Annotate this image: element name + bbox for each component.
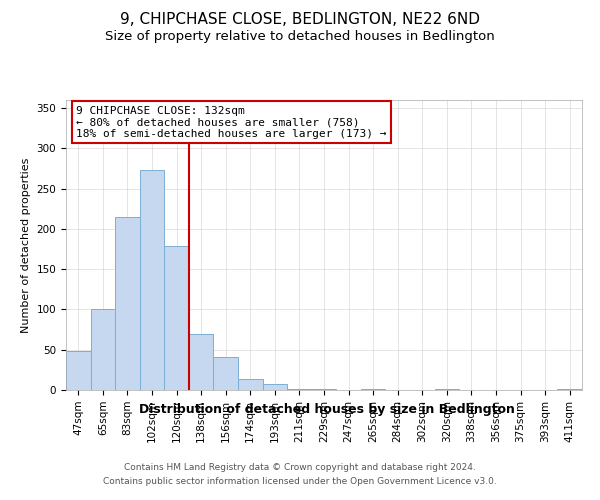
Bar bbox=[238, 378, 263, 390]
Bar bbox=[361, 389, 385, 390]
Text: 9 CHIPCHASE CLOSE: 132sqm
← 80% of detached houses are smaller (758)
18% of semi: 9 CHIPCHASE CLOSE: 132sqm ← 80% of detac… bbox=[76, 106, 387, 139]
Bar bbox=[164, 246, 189, 390]
Bar bbox=[115, 217, 140, 390]
Text: Contains HM Land Registry data © Crown copyright and database right 2024.: Contains HM Land Registry data © Crown c… bbox=[124, 464, 476, 472]
Bar bbox=[140, 170, 164, 390]
Bar bbox=[66, 350, 91, 390]
Bar bbox=[263, 384, 287, 390]
Y-axis label: Number of detached properties: Number of detached properties bbox=[21, 158, 31, 332]
Bar bbox=[287, 389, 312, 390]
Bar bbox=[312, 389, 336, 390]
Text: Distribution of detached houses by size in Bedlington: Distribution of detached houses by size … bbox=[139, 402, 515, 415]
Bar bbox=[557, 389, 582, 390]
Text: Size of property relative to detached houses in Bedlington: Size of property relative to detached ho… bbox=[105, 30, 495, 43]
Text: Contains public sector information licensed under the Open Government Licence v3: Contains public sector information licen… bbox=[103, 477, 497, 486]
Bar bbox=[434, 389, 459, 390]
Bar bbox=[214, 357, 238, 390]
Bar bbox=[189, 334, 214, 390]
Text: 9, CHIPCHASE CLOSE, BEDLINGTON, NE22 6ND: 9, CHIPCHASE CLOSE, BEDLINGTON, NE22 6ND bbox=[120, 12, 480, 28]
Bar bbox=[91, 308, 115, 390]
